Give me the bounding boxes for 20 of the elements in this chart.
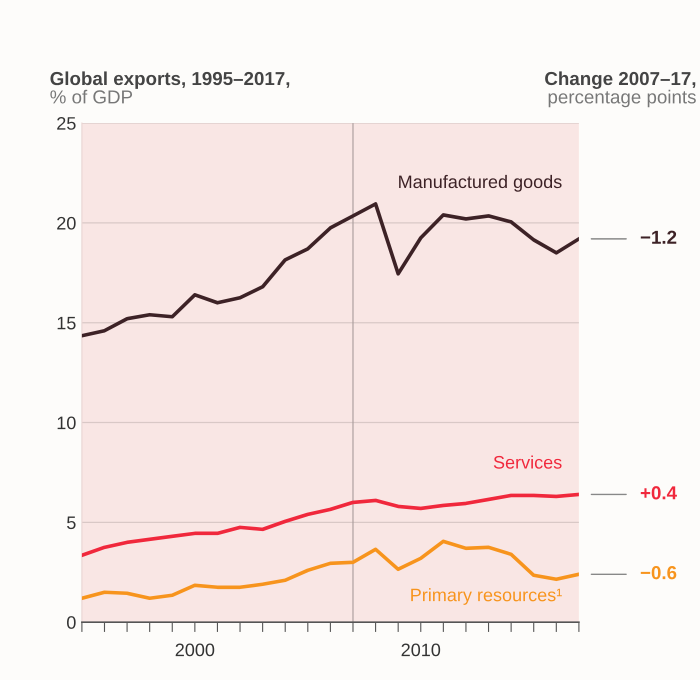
x-tick-label: 2000 xyxy=(176,644,214,656)
series-label: Services xyxy=(494,455,562,469)
series-label: Primary resources¹ xyxy=(411,588,562,605)
chart-subtitle: % of GDP xyxy=(50,90,132,104)
text: −1.2 xyxy=(640,230,676,244)
y-tick-label: 15 xyxy=(58,316,76,330)
text: −0.6 xyxy=(640,566,676,580)
text: Change 2007–17, xyxy=(545,71,696,89)
y-tick-label: 10 xyxy=(58,416,76,430)
x-tick-label: 2010 xyxy=(402,644,440,656)
y-tick-label: 0 xyxy=(67,616,76,629)
y-tick-label: 20 xyxy=(57,216,76,230)
series-label: Manufactured goods xyxy=(399,174,562,192)
line-series xyxy=(82,202,579,338)
line-series xyxy=(82,492,579,558)
y-tick-label: 5 xyxy=(67,516,76,530)
text: percentage points xyxy=(548,90,696,108)
chart-title: Global exports, 1995–2017, xyxy=(50,71,290,89)
text: +0.4 xyxy=(640,486,677,500)
y-tick-label: 25 xyxy=(57,117,76,130)
